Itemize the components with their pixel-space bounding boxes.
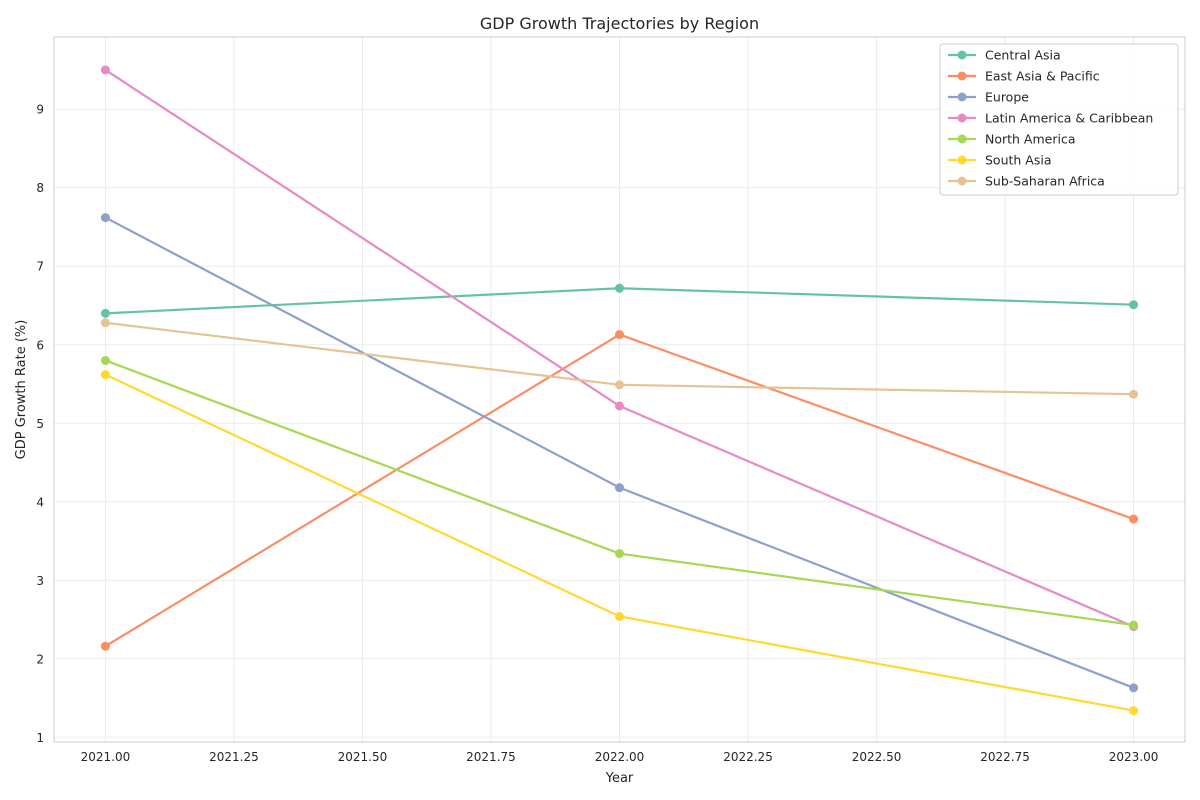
- y-axis: 1 2 3 4 5 6 7 8 9: [36, 103, 44, 745]
- legend-swatch-marker: [957, 134, 967, 144]
- legend-label: East Asia & Pacific: [985, 69, 1100, 84]
- legend-label: Europe: [985, 90, 1029, 105]
- legend-item: Central Asia: [948, 48, 1061, 63]
- legend-label: Central Asia: [985, 48, 1061, 63]
- legend-item: Europe: [948, 90, 1029, 105]
- data-point: [100, 308, 110, 318]
- legend-swatch-marker: [957, 155, 967, 165]
- legend-frame: [939, 43, 1179, 196]
- plot-frame: [53, 36, 1186, 743]
- data-point: [100, 355, 110, 365]
- data-point: [615, 401, 624, 411]
- y-tick-label: 4: [36, 495, 44, 509]
- data-point: [615, 330, 624, 340]
- y-tick-label: 6: [36, 338, 44, 352]
- legend-swatch-marker: [957, 71, 967, 81]
- legend: Central Asia East Asia & Pacific Europe Lat…: [939, 43, 1179, 196]
- series-europe: [100, 213, 1139, 693]
- legend-label: South Asia: [985, 153, 1052, 168]
- legend-item: South Asia: [948, 153, 1052, 168]
- data-point: [1129, 620, 1139, 630]
- x-tick-label: 2022.75: [980, 750, 1030, 764]
- x-tick-label: 2022.25: [723, 750, 773, 764]
- y-tick-label: 7: [36, 260, 44, 274]
- data-point: [615, 549, 624, 559]
- series-north-america: [100, 355, 1139, 630]
- data-point: [1129, 300, 1139, 310]
- legend-swatch-marker: [957, 113, 967, 123]
- data-point: [100, 65, 110, 75]
- legend-label: Latin America & Caribbean: [985, 111, 1153, 126]
- data-point: [1129, 514, 1139, 524]
- series-south-asia: [100, 370, 1139, 716]
- y-tick-label: 8: [36, 181, 44, 195]
- legend-swatch-marker: [957, 50, 967, 60]
- data-point: [100, 213, 110, 223]
- y-tick-label: 5: [36, 417, 44, 431]
- y-tick-label: 2: [36, 652, 44, 666]
- data-point: [615, 380, 624, 390]
- x-tick-label: 2023.00: [1109, 750, 1159, 764]
- data-point: [615, 611, 624, 621]
- legend-swatch-marker: [957, 176, 967, 186]
- x-axis-title: Year: [605, 771, 634, 786]
- legend-item: North America: [948, 132, 1076, 147]
- x-tick-label: 2022.50: [852, 750, 902, 764]
- data-point: [615, 483, 624, 493]
- data-point: [615, 283, 624, 293]
- chart-title: GDP Growth Trajectories by Region: [480, 14, 759, 33]
- data-point: [100, 641, 110, 651]
- y-axis-title: GDP Growth Rate (%): [14, 320, 29, 460]
- series-east-asia-pacific: [100, 330, 1139, 651]
- x-axis: 2021.00 2021.25 2021.50 2021.75 2022.00 2022.…: [81, 750, 1159, 764]
- data-point: [100, 318, 110, 328]
- x-tick-label: 2021.25: [209, 750, 259, 764]
- data-point: [1129, 389, 1139, 399]
- data-point: [1129, 683, 1139, 693]
- series-central-asia: [100, 283, 1139, 318]
- legend-label: Sub-Saharan Africa: [985, 174, 1105, 189]
- legend-item: Sub-Saharan Africa: [948, 174, 1105, 189]
- data-point: [100, 370, 110, 380]
- data-point: [1129, 706, 1139, 716]
- series-layer: [100, 65, 1139, 716]
- legend-label: North America: [985, 132, 1076, 147]
- y-tick-label: 9: [36, 103, 44, 117]
- x-tick-label: 2021.00: [81, 750, 131, 764]
- legend-swatch-marker: [957, 92, 967, 102]
- legend-item: East Asia & Pacific: [948, 69, 1100, 84]
- x-tick-label: 2021.50: [338, 750, 388, 764]
- y-tick-label: 3: [36, 574, 44, 588]
- legend-item: Latin America & Caribbean: [948, 111, 1153, 126]
- y-tick-label: 1: [36, 731, 44, 745]
- x-tick-label: 2021.75: [466, 750, 516, 764]
- x-tick-label: 2022.00: [595, 750, 645, 764]
- series-sub-saharan-africa: [100, 318, 1139, 399]
